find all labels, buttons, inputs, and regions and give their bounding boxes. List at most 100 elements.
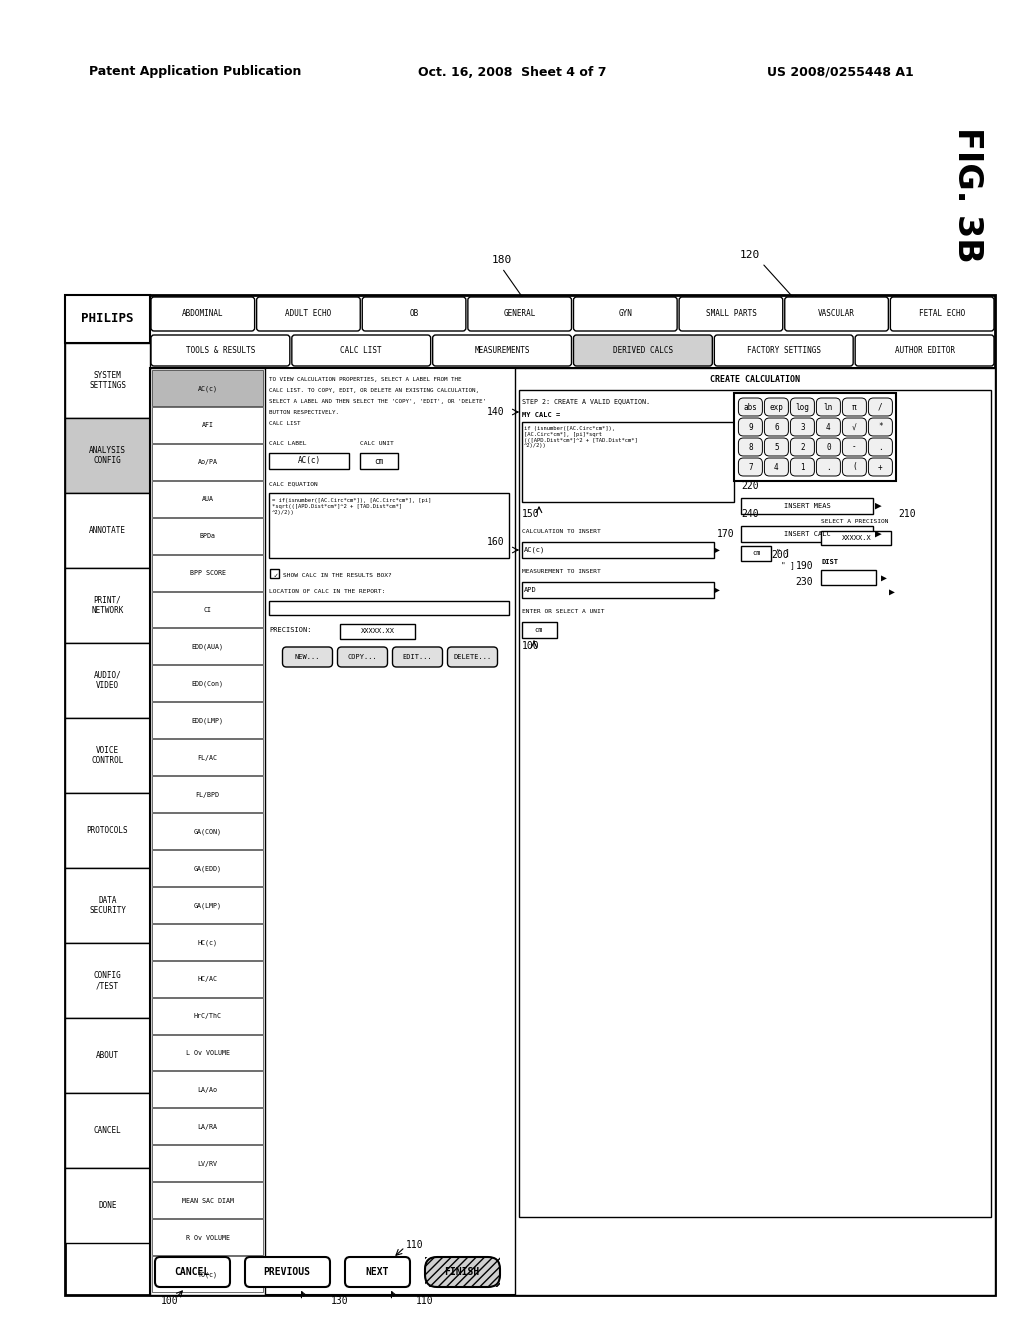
Text: MEASUREMENTS: MEASUREMENTS bbox=[474, 346, 529, 355]
Bar bbox=[152, 591, 263, 627]
Text: CALC EQUATION: CALC EQUATION bbox=[269, 480, 317, 486]
Bar bbox=[741, 546, 771, 561]
Bar bbox=[152, 407, 263, 442]
Bar bbox=[152, 702, 263, 738]
Text: 4: 4 bbox=[826, 422, 830, 432]
Text: 100: 100 bbox=[161, 1296, 179, 1305]
Bar bbox=[152, 1146, 263, 1181]
Bar bbox=[152, 961, 263, 997]
Text: Ao/PA: Ao/PA bbox=[198, 459, 217, 465]
Text: BPP SCORE: BPP SCORE bbox=[189, 570, 225, 576]
Text: FINISH: FINISH bbox=[444, 1267, 479, 1276]
Text: AC(c): AC(c) bbox=[297, 457, 321, 466]
Text: MEASUREMENT TO INSERT: MEASUREMENT TO INSERT bbox=[522, 569, 601, 574]
Text: SHOW CALC IN THE RESULTS BOX?: SHOW CALC IN THE RESULTS BOX? bbox=[283, 573, 392, 578]
Bar bbox=[821, 570, 877, 585]
FancyBboxPatch shape bbox=[447, 647, 498, 667]
Text: HrC/ThC: HrC/ThC bbox=[194, 1014, 221, 1019]
Text: 3: 3 bbox=[800, 422, 805, 432]
Text: /: / bbox=[879, 403, 883, 412]
FancyBboxPatch shape bbox=[868, 418, 892, 436]
Text: CALC LIST. TO COPY, EDIT, OR DELETE AN EXISTING CALCULATION,: CALC LIST. TO COPY, EDIT, OR DELETE AN E… bbox=[269, 388, 479, 393]
FancyBboxPatch shape bbox=[345, 1257, 410, 1287]
Bar bbox=[522, 422, 734, 502]
Text: DATA
SECURITY: DATA SECURITY bbox=[89, 896, 126, 915]
Text: DELETE...: DELETE... bbox=[454, 653, 492, 660]
Text: ▶: ▶ bbox=[715, 545, 720, 554]
Text: log: log bbox=[796, 403, 809, 412]
Text: L Ov VOLUME: L Ov VOLUME bbox=[185, 1049, 229, 1056]
FancyBboxPatch shape bbox=[843, 399, 866, 416]
Bar bbox=[360, 453, 398, 469]
Bar bbox=[65, 1168, 150, 1243]
Text: FACTORY SETTINGS: FACTORY SETTINGS bbox=[746, 346, 821, 355]
FancyBboxPatch shape bbox=[764, 438, 788, 455]
Text: CI: CI bbox=[204, 607, 212, 612]
Bar bbox=[152, 850, 263, 886]
Text: LV/RV: LV/RV bbox=[198, 1160, 217, 1167]
FancyBboxPatch shape bbox=[868, 458, 892, 477]
Text: " ]: " ] bbox=[776, 549, 791, 557]
Text: 190: 190 bbox=[796, 561, 813, 572]
Text: ENTER OR SELECT A UNIT: ENTER OR SELECT A UNIT bbox=[522, 609, 604, 614]
FancyBboxPatch shape bbox=[868, 399, 892, 416]
Text: 7: 7 bbox=[749, 462, 753, 471]
Text: INSERT MEAS: INSERT MEAS bbox=[784, 503, 830, 510]
Text: FETAL ECHO: FETAL ECHO bbox=[920, 309, 966, 318]
Text: 180: 180 bbox=[492, 255, 512, 265]
Text: PRINT/
NETWORK: PRINT/ NETWORK bbox=[91, 595, 124, 615]
Text: PRECISION:: PRECISION: bbox=[269, 627, 311, 634]
Bar bbox=[269, 453, 349, 469]
Bar bbox=[65, 492, 150, 568]
Text: 170: 170 bbox=[717, 529, 734, 539]
Text: SYSTEM
SETTINGS: SYSTEM SETTINGS bbox=[89, 371, 126, 391]
Bar bbox=[425, 1257, 500, 1287]
Text: OB: OB bbox=[410, 309, 419, 318]
Text: CALCULATION TO INSERT: CALCULATION TO INSERT bbox=[522, 529, 601, 535]
Bar bbox=[522, 543, 715, 558]
Text: *: * bbox=[879, 422, 883, 432]
Text: (: ( bbox=[852, 462, 857, 471]
Bar bbox=[519, 389, 991, 1217]
Text: VASCULAR: VASCULAR bbox=[818, 309, 855, 318]
Text: NEW...: NEW... bbox=[295, 653, 321, 660]
Bar bbox=[152, 1035, 263, 1071]
Text: ✓: ✓ bbox=[273, 573, 278, 579]
Bar bbox=[65, 643, 150, 718]
Text: GA(LMP): GA(LMP) bbox=[194, 902, 221, 908]
Text: " ]: " ] bbox=[781, 561, 796, 570]
Text: if (isnumber([AC.Circ*cm*]),
[AC.Circ*cm*], [pi]*sqrt
(([APD.Dist*cm*]^2 + [TAD.: if (isnumber([AC.Circ*cm*]), [AC.Circ*cm… bbox=[524, 426, 638, 449]
Bar bbox=[522, 622, 557, 638]
Text: AFI: AFI bbox=[202, 422, 213, 429]
Bar bbox=[150, 368, 995, 1295]
Text: ▶: ▶ bbox=[715, 585, 720, 595]
Text: 4: 4 bbox=[774, 462, 778, 471]
Text: TO(c): TO(c) bbox=[198, 1271, 217, 1278]
Text: EDD(AUA): EDD(AUA) bbox=[191, 644, 223, 651]
Bar bbox=[741, 498, 873, 513]
Bar bbox=[152, 998, 263, 1034]
Text: cm: cm bbox=[375, 457, 384, 466]
Text: DERIVED CALCS: DERIVED CALCS bbox=[612, 346, 673, 355]
Text: BPDa: BPDa bbox=[200, 533, 215, 539]
Bar bbox=[270, 569, 279, 578]
FancyBboxPatch shape bbox=[816, 458, 841, 477]
Bar bbox=[65, 942, 150, 1018]
Text: 8: 8 bbox=[749, 442, 753, 451]
Bar bbox=[152, 1072, 263, 1107]
FancyBboxPatch shape bbox=[573, 297, 677, 331]
Text: ANALYSIS
CONFIG: ANALYSIS CONFIG bbox=[89, 446, 126, 465]
Bar bbox=[152, 665, 263, 701]
FancyBboxPatch shape bbox=[891, 297, 994, 331]
Text: EDD(Con): EDD(Con) bbox=[191, 681, 223, 688]
Text: CANCEL: CANCEL bbox=[93, 1126, 122, 1135]
FancyBboxPatch shape bbox=[155, 1257, 230, 1287]
Text: NEXT: NEXT bbox=[366, 1267, 389, 1276]
Text: PREVIOUS: PREVIOUS bbox=[263, 1267, 310, 1276]
FancyBboxPatch shape bbox=[257, 297, 360, 331]
Bar bbox=[269, 601, 509, 615]
Text: MY CALC =: MY CALC = bbox=[522, 412, 560, 418]
Text: GYN: GYN bbox=[618, 309, 632, 318]
FancyBboxPatch shape bbox=[791, 438, 814, 455]
Text: 150: 150 bbox=[522, 510, 540, 519]
